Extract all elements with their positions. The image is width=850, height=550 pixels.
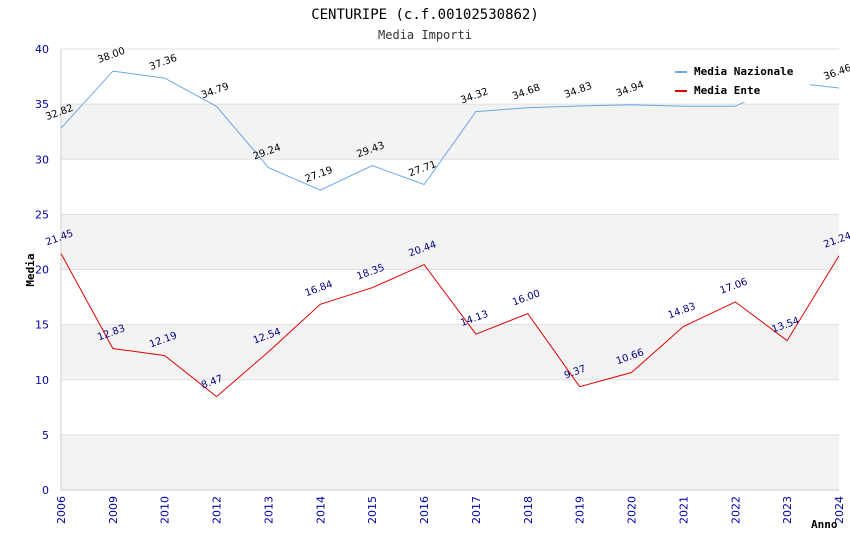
y-tick-label: 35: [35, 98, 49, 111]
x-tick-labels: 2006 2009 2010 2012 2013 2014 2015 2016 2017 2018…: [55, 496, 846, 524]
x-tick-label: 2009: [107, 496, 120, 524]
x-tick-label: 2021: [677, 496, 690, 524]
series-line-media-ente: [60, 253, 840, 398]
plot-band: [61, 379, 839, 435]
plot-band: [61, 434, 839, 490]
plot-band: [61, 269, 839, 325]
x-tick-label: 2013: [262, 496, 275, 524]
plot-band: [61, 104, 839, 160]
x-tick-label: 2020: [626, 496, 639, 524]
y-tick-label: 0: [42, 484, 49, 497]
y-tick-label: 5: [42, 429, 49, 442]
x-tick-label: 2006: [55, 496, 68, 524]
x-tick-label: 2010: [159, 496, 172, 524]
plot-band: [61, 159, 839, 215]
x-tick-label: 2024: [833, 496, 846, 524]
chart-subtitle: Media Importi: [378, 28, 472, 42]
plot-bands: [61, 49, 839, 490]
legend-label-media-ente: Media Ente: [694, 84, 761, 97]
x-axis-label: Anno: [811, 518, 838, 531]
chart-title: CENTURIPE (c.f.00102530862): [311, 7, 539, 23]
y-tick-label: 25: [35, 208, 49, 221]
x-tick-label: 2019: [574, 496, 587, 524]
y-tick-label: 30: [35, 153, 49, 166]
legend-box: [670, 60, 810, 102]
y-tick-label: 40: [35, 43, 49, 56]
y-tick-label: 10: [35, 374, 49, 387]
x-tick-label: 2017: [470, 496, 483, 524]
x-tick-label: 2012: [211, 496, 224, 524]
y-tick-label: 15: [35, 319, 49, 332]
plot-band: [61, 214, 839, 270]
y-axis-label: Media: [24, 253, 37, 286]
y-tick-labels: 0 5 10 15 20 25 30 35 40: [35, 43, 49, 497]
x-tick-label: 2022: [729, 496, 742, 524]
x-tick-label: 2023: [781, 496, 794, 524]
x-tick-label: 2018: [522, 496, 535, 524]
plot-band: [61, 324, 839, 380]
legend: Media Nazionale Media Ente: [670, 60, 810, 102]
series-line-media-nazionale: [60, 70, 840, 191]
x-tick-label: 2014: [314, 496, 327, 524]
series-lines: [60, 70, 840, 398]
x-tick-label: 2016: [418, 496, 431, 524]
legend-label-media-nazionale: Media Nazionale: [694, 65, 794, 78]
y-tick-label: 20: [35, 264, 49, 277]
x-tick-label: 2015: [366, 496, 379, 524]
